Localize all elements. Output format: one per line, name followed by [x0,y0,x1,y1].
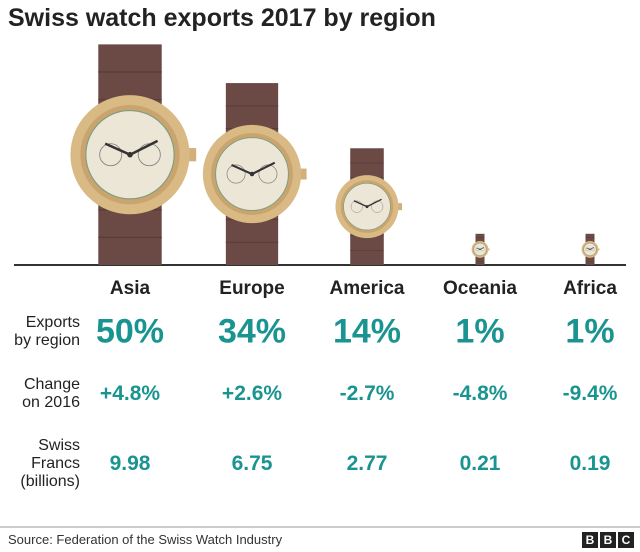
value-label: 34% [217,312,287,351]
category-label: Africa [563,278,617,299]
crown [297,168,307,180]
watch [335,148,403,265]
value-label: 0.21 [459,452,501,475]
hour-hand [231,163,253,175]
value-label: +4.8% [99,382,161,405]
value-label: 1% [565,312,615,351]
hour-hand [353,200,368,208]
minute-hand [366,198,382,208]
subdial [475,247,479,252]
pivot [249,171,255,177]
value-label: -4.8% [452,382,508,405]
watch [581,233,600,265]
category-label: Asia [109,278,151,299]
crown [487,248,490,251]
pivot [127,151,133,158]
value-label: 6.75 [231,452,273,475]
pivot [589,248,591,251]
value-label: 50% [95,312,165,351]
watch [70,44,197,265]
subdial [350,200,363,213]
value-label: 0.19 [569,452,611,475]
value-label: 14% [332,312,402,351]
minute-hand [129,139,159,156]
value-label: 2.77 [346,452,388,475]
value-label: 9.98 [109,452,151,475]
category-label: America [329,278,405,299]
crown [597,248,600,251]
row-label: Change on 2016 [22,376,80,411]
pivot [479,248,481,251]
value-label: +2.6% [221,382,283,405]
watch [202,83,307,265]
category-label: Europe [219,278,285,299]
watch [471,233,490,265]
source: Source: Federation of the Swiss Watch In… [8,532,283,547]
row-label: Exports by region [14,314,80,349]
subdial [585,247,589,252]
crown [185,148,197,162]
minute-hand [251,161,276,175]
value-label: 1% [455,312,505,351]
chart-title: Swiss watch exports 2017 by region [8,4,436,32]
subdial [99,143,123,167]
hour-hand [104,142,131,156]
row-label: Swiss Francs (billions) [20,437,80,490]
value-label: -9.4% [562,382,618,405]
category-label: Oceania [443,278,517,299]
value-label: -2.7% [339,382,395,405]
crown [396,203,403,211]
pivot [365,205,369,209]
subdial [226,164,246,184]
